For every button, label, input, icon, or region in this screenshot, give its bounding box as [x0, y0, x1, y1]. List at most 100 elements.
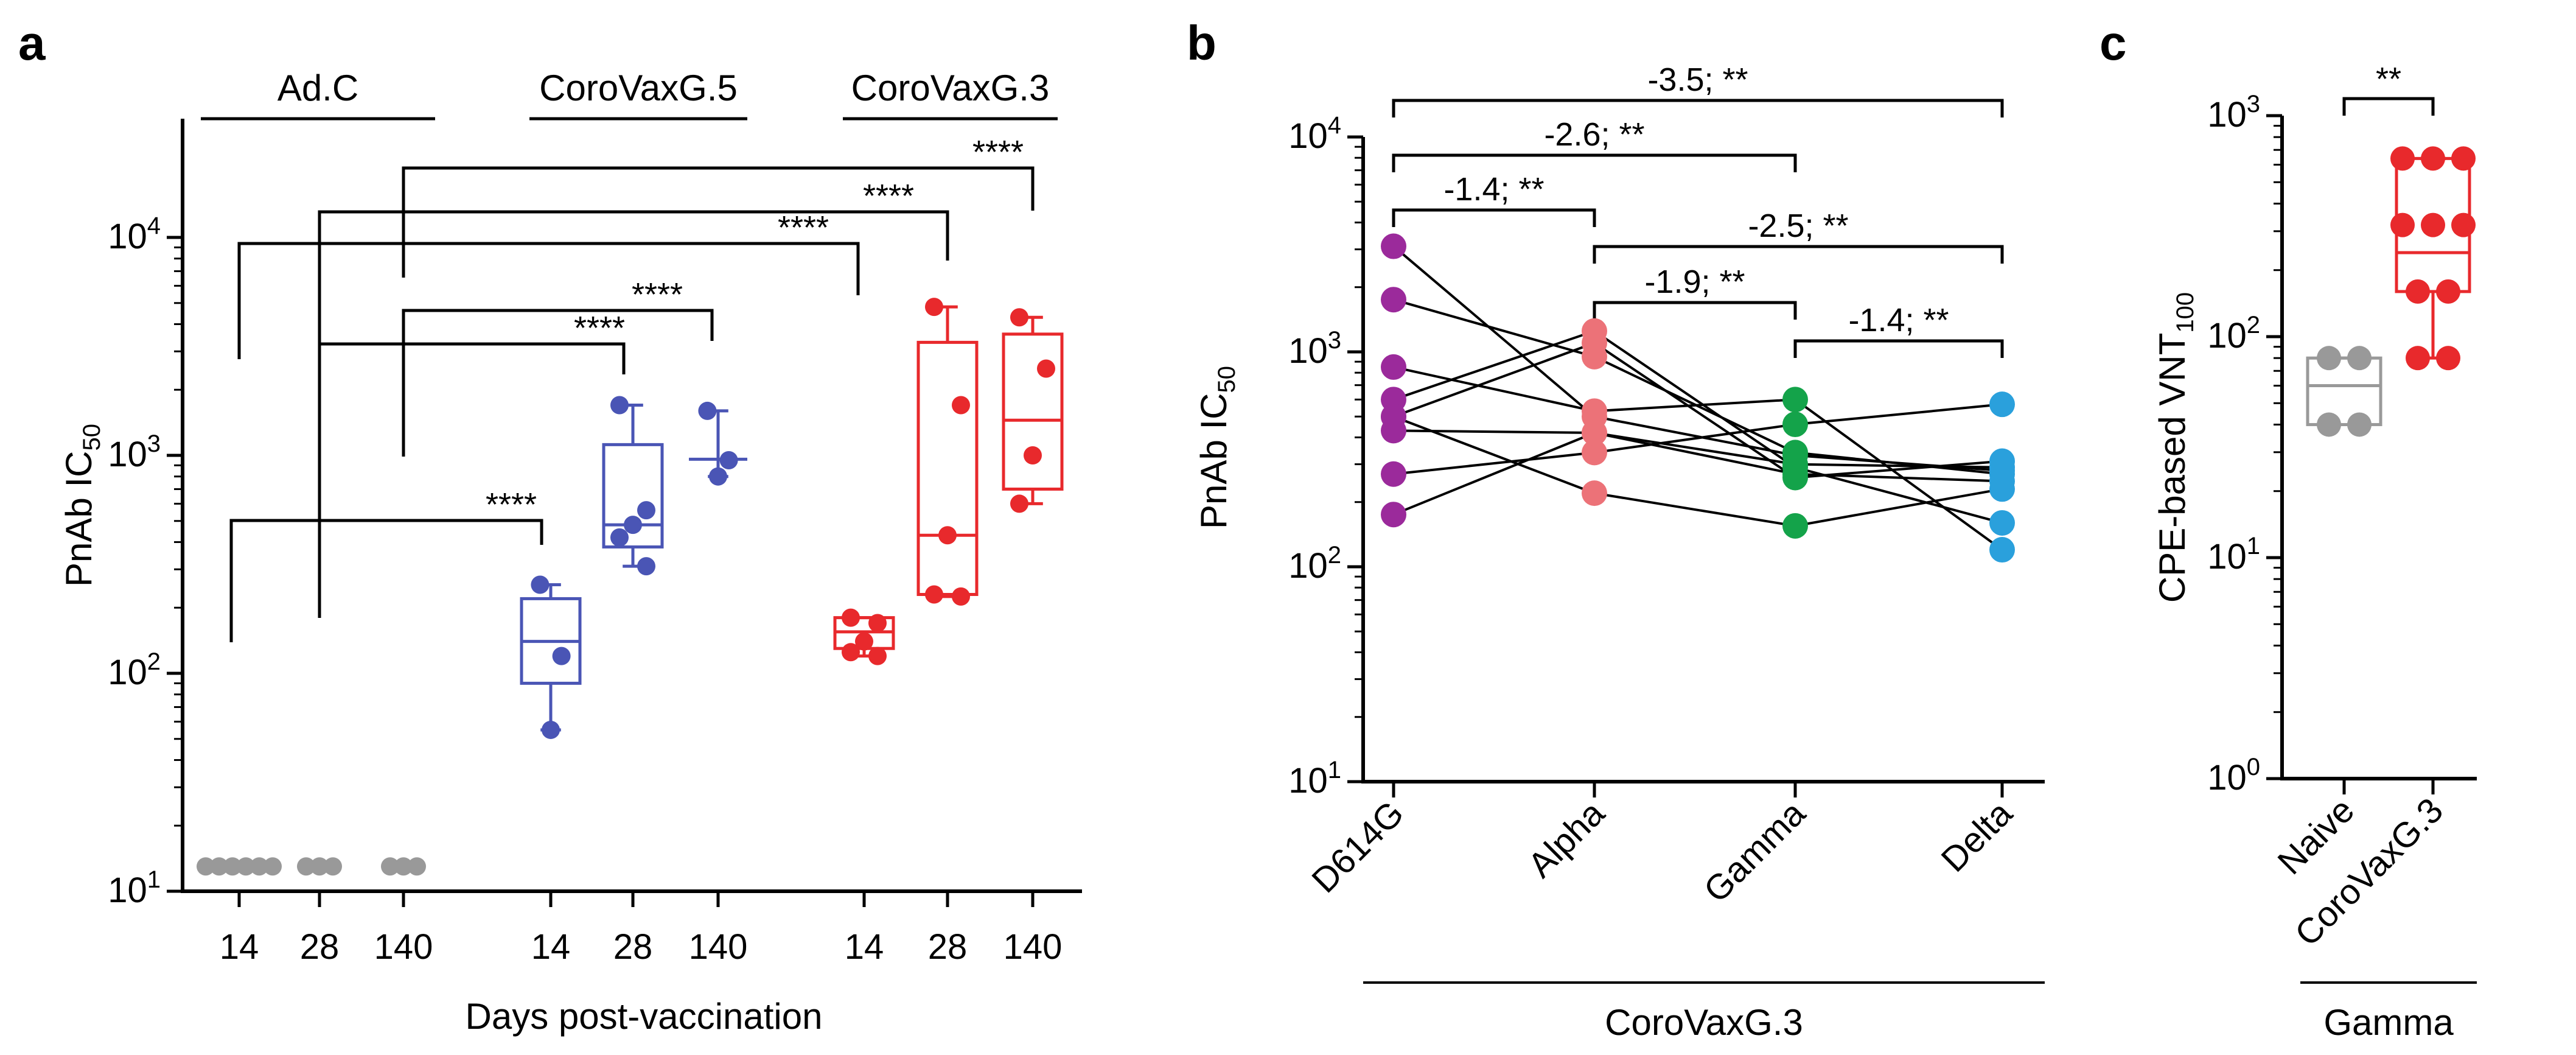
panel-a-y-label: PnAb IC50 — [58, 424, 105, 587]
panel-b-subject-line — [1393, 429, 2003, 469]
panel-b-sig-bracket — [1593, 245, 2004, 264]
panel-a-y-tick-label: 102 — [108, 648, 161, 692]
panel-c-point — [2390, 146, 2415, 171]
panel-b-y-label: PnAb IC50 — [1193, 366, 1240, 529]
panel-b-point — [1381, 233, 1406, 259]
panel-c-y-tick-base: 10 — [2207, 316, 2247, 356]
panel-b-sig-label: -3.5; ** — [1647, 61, 1748, 98]
panel-b-subject-line — [1393, 403, 2003, 475]
panel-a-point — [952, 396, 970, 415]
panel-a-point — [324, 857, 342, 876]
panel-a-point — [1010, 494, 1028, 513]
panel-a-group-label: Ad.C — [277, 68, 358, 108]
panel-b-y-tick-label: 104 — [1288, 112, 1341, 156]
panel-b-subject-line — [1393, 342, 2003, 479]
panel-c-point — [2347, 346, 2372, 371]
panel-a-point — [394, 857, 413, 876]
panel-b-point — [1381, 287, 1406, 313]
panel-b-sig-label: -2.6; ** — [1544, 116, 1644, 153]
panel-b-point — [1381, 354, 1406, 380]
panel-a-point — [610, 396, 629, 415]
panel-b-point — [1381, 502, 1406, 528]
panel-c-point — [2390, 212, 2415, 237]
panel-a-point — [610, 528, 629, 547]
panel-a-y-tick-label: 103 — [108, 430, 161, 474]
panel-a-sig-label: **** — [778, 209, 829, 246]
panel-a-x-tick-label: 28 — [613, 927, 653, 967]
panel-a-point — [264, 857, 282, 876]
panel-c-y-tick-label: 100 — [2207, 754, 2260, 797]
panel-b-x-tick-label: Alpha — [1520, 793, 1612, 885]
panel-c-y-label-main: CPE-based VNT — [2152, 333, 2193, 603]
panel-a-x-ticks: 14 28 140 14 28 140 14 28 140 — [220, 891, 1062, 967]
panel-a-point — [408, 857, 426, 876]
panel-b-point — [1989, 537, 2015, 563]
panel-b-sig-bracket — [1392, 99, 2004, 117]
panel-b-point — [1989, 510, 2015, 536]
panel-b-y-label-main: PnAb IC — [1193, 393, 1234, 529]
panel-a-y-tick-exp: 1 — [147, 866, 161, 893]
panel-c-point — [2347, 412, 2372, 437]
panel-a-point — [542, 720, 560, 739]
panel-c-point — [2406, 279, 2430, 304]
panel-a-x-tick-label: 14 — [220, 927, 259, 967]
panel-a-x-tick-label: 14 — [531, 927, 571, 967]
panel-a-y-label-main: PnAb IC — [58, 451, 99, 587]
panel-a-point — [250, 857, 268, 876]
panel-b-point — [1782, 412, 1808, 438]
panel-a-sig-label: **** — [863, 178, 914, 214]
panel-a-x-tick-label: 28 — [300, 927, 340, 967]
panel-b-y-tick-base: 10 — [1288, 761, 1328, 801]
panel-b-y-tick-label: 103 — [1288, 327, 1341, 371]
panel-b-point — [1582, 330, 1607, 356]
panel-a-point — [1037, 359, 1055, 378]
panel-b-letter: b — [1187, 16, 1216, 70]
panel-b-y-tick-base: 10 — [1288, 331, 1328, 371]
panel-a-group-label: CoroVaxG.3 — [851, 68, 1050, 108]
panel-b-subject-line — [1393, 431, 2003, 516]
panel-a-point — [637, 557, 655, 576]
panel-a-y-tick-exp: 4 — [147, 212, 161, 239]
panel-c-point — [2317, 412, 2341, 437]
panel-a-point — [868, 647, 887, 665]
panel-a-series-7-box — [916, 340, 979, 597]
panel-b-point — [1381, 461, 1406, 487]
panel-b-point — [1582, 398, 1607, 424]
panel-c-marks — [2306, 146, 2476, 437]
panel-b-y-tick-exp: 4 — [1328, 112, 1341, 139]
panel-a-point — [624, 516, 642, 535]
panel-b-sig-label: -1.4; ** — [1848, 302, 1949, 338]
panel-a-series-8-box — [1002, 332, 1064, 491]
panel-b-y-tick-label: 102 — [1288, 542, 1341, 586]
panel-c-y-tick-exp: 1 — [2247, 533, 2260, 559]
panel-a-x-tick-label: 140 — [374, 927, 433, 967]
panel-a-series-4-box — [602, 443, 664, 549]
panel-a-point — [952, 587, 970, 606]
panel-a-point — [842, 608, 860, 627]
panel-c-y-label-sub: 100 — [2172, 292, 2199, 333]
panel-c-significance: ** — [2342, 61, 2435, 116]
panel-a-point — [531, 575, 550, 594]
panel-a-point — [855, 632, 873, 651]
panel-c-y-tick-base: 10 — [2207, 758, 2247, 797]
panel-a-significance: ************************ — [229, 134, 1035, 642]
panel-a-sig-bracket — [402, 309, 714, 457]
panel-a-point — [310, 857, 329, 876]
panel-a-y-tick-label: 104 — [108, 212, 161, 256]
panel-a-sig-bracket — [402, 166, 1035, 278]
panel-c-point — [2436, 346, 2460, 371]
panel-a-point — [552, 647, 571, 665]
panel-b-y-tick-base: 10 — [1288, 546, 1328, 586]
panel-a-x-label: Days post-vaccination — [466, 996, 823, 1037]
panel-c-y-tick-label: 101 — [2207, 533, 2260, 577]
panel-a-sig-label: **** — [486, 486, 537, 523]
panel-c-point — [2421, 212, 2445, 237]
panel-a-point — [925, 585, 943, 604]
panel-c-sig-bracket — [2342, 97, 2435, 116]
panel-a-group-labels: Ad.C CoroVaxG.5 CoroVaxG.3 — [201, 68, 1058, 121]
